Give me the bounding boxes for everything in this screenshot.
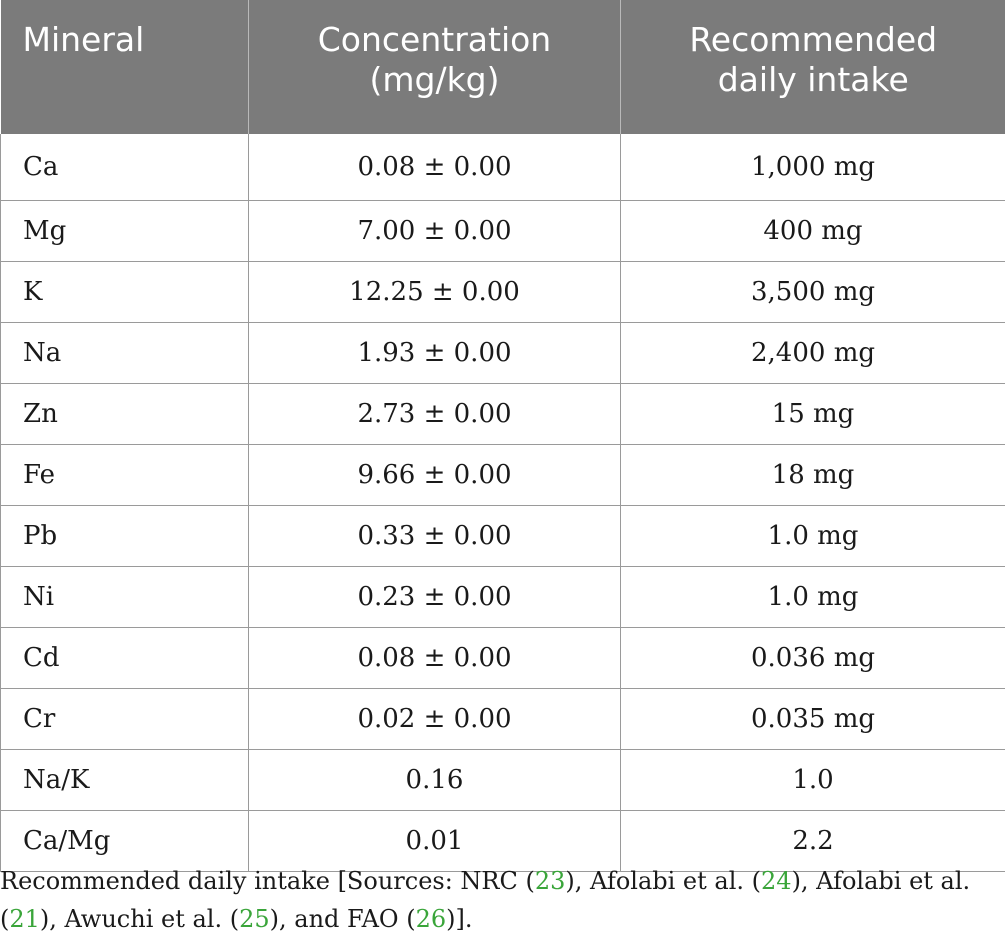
table-row: Mg 7.00 ± 0.00 400 mg — [0, 200, 1005, 262]
cell-concentration: 12.25 ± 0.00 — [248, 261, 621, 323]
table-row: Fe 9.66 ± 0.00 18 mg — [0, 444, 1005, 506]
cell-mineral: Na — [0, 322, 249, 384]
cell-rdi: 18 mg — [620, 444, 1005, 506]
footnote-text: ), Awuchi et al. ( — [39, 905, 240, 933]
cell-rdi: 15 mg — [620, 383, 1005, 445]
table-header: Mineral Concentration (mg/kg) Recommende… — [0, 0, 1005, 134]
footnote-text: ), Afolabi et al. ( — [0, 867, 971, 933]
cell-concentration: 0.23 ± 0.00 — [248, 566, 621, 628]
mineral-table-container: Mineral Concentration (mg/kg) Recommende… — [0, 0, 1005, 872]
cell-mineral: Cr — [0, 688, 249, 750]
cell-rdi: 0.036 mg — [620, 627, 1005, 689]
cell-concentration: 1.93 ± 0.00 — [248, 322, 621, 384]
table-row: K 12.25 ± 0.00 3,500 mg — [0, 261, 1005, 323]
cell-mineral: Pb — [0, 505, 249, 567]
cell-mineral: Cd — [0, 627, 249, 689]
header-concentration: Concentration (mg/kg) — [248, 0, 621, 134]
header-mineral: Mineral — [0, 0, 249, 134]
table-footnote: Recommended daily intake [Sources: NRC (… — [0, 862, 1005, 938]
mineral-table: Mineral Concentration (mg/kg) Recommende… — [0, 0, 1005, 872]
table-row: Cd 0.08 ± 0.00 0.036 mg — [0, 627, 1005, 689]
cell-mineral: Ca — [0, 134, 249, 201]
cell-rdi: 400 mg — [620, 200, 1005, 262]
table-row: Ni 0.23 ± 0.00 1.0 mg — [0, 566, 1005, 628]
cell-concentration: 0.16 — [248, 749, 621, 811]
table-row: Cr 0.02 ± 0.00 0.035 mg — [0, 688, 1005, 750]
cell-concentration: 0.08 ± 0.00 — [248, 134, 621, 201]
cell-concentration: 0.01 — [248, 810, 621, 872]
footnote-text: ), Afolabi et al. ( — [565, 867, 762, 895]
table-row: Ca 0.08 ± 0.00 1,000 mg — [0, 134, 1005, 201]
reference-link-26[interactable]: 26 — [415, 905, 447, 933]
reference-link-23[interactable]: 23 — [534, 867, 566, 895]
footnote-text: )]. — [446, 905, 473, 933]
cell-concentration: 0.02 ± 0.00 — [248, 688, 621, 750]
cell-mineral: K — [0, 261, 249, 323]
table-row: Na 1.93 ± 0.00 2,400 mg — [0, 322, 1005, 384]
cell-concentration: 7.00 ± 0.00 — [248, 200, 621, 262]
cell-rdi: 1,000 mg — [620, 134, 1005, 201]
cell-mineral: Fe — [0, 444, 249, 506]
footnote-text: Recommended daily intake [Sources: NRC ( — [0, 867, 535, 895]
header-rdi-line1: Recommended — [689, 20, 938, 59]
cell-mineral: Ca/Mg — [0, 810, 249, 872]
table-row: Ca/Mg 0.01 2.2 — [0, 810, 1005, 872]
header-concentration-line2: (mg/kg) — [369, 60, 500, 99]
cell-rdi: 2,400 mg — [620, 322, 1005, 384]
cell-rdi: 1.0 mg — [620, 505, 1005, 567]
reference-link-25[interactable]: 25 — [239, 905, 270, 933]
cell-concentration: 0.08 ± 0.00 — [248, 627, 621, 689]
cell-rdi: 1.0 mg — [620, 566, 1005, 628]
reference-link-24[interactable]: 24 — [761, 867, 792, 895]
cell-rdi: 1.0 — [620, 749, 1005, 811]
reference-link-21[interactable]: 21 — [9, 905, 40, 933]
header-row: Mineral Concentration (mg/kg) Recommende… — [0, 0, 1005, 134]
table-body: Ca 0.08 ± 0.00 1,000 mg Mg 7.00 ± 0.00 4… — [0, 134, 1005, 872]
cell-concentration: 0.33 ± 0.00 — [248, 505, 621, 567]
cell-mineral: Na/K — [0, 749, 249, 811]
cell-rdi: 3,500 mg — [620, 261, 1005, 323]
header-rdi-line2: daily intake — [717, 60, 909, 99]
header-recommended-daily-intake: Recommended daily intake — [620, 0, 1005, 134]
table-row: Na/K 0.16 1.0 — [0, 749, 1005, 811]
cell-concentration: 2.73 ± 0.00 — [248, 383, 621, 445]
cell-rdi: 0.035 mg — [620, 688, 1005, 750]
cell-rdi: 2.2 — [620, 810, 1005, 872]
cell-concentration: 9.66 ± 0.00 — [248, 444, 621, 506]
cell-mineral: Mg — [0, 200, 249, 262]
table-row: Pb 0.33 ± 0.00 1.0 mg — [0, 505, 1005, 567]
cell-mineral: Zn — [0, 383, 249, 445]
table-row: Zn 2.73 ± 0.00 15 mg — [0, 383, 1005, 445]
footnote-text: ), and FAO ( — [269, 905, 416, 933]
cell-mineral: Ni — [0, 566, 249, 628]
header-concentration-line1: Concentration — [317, 20, 552, 59]
